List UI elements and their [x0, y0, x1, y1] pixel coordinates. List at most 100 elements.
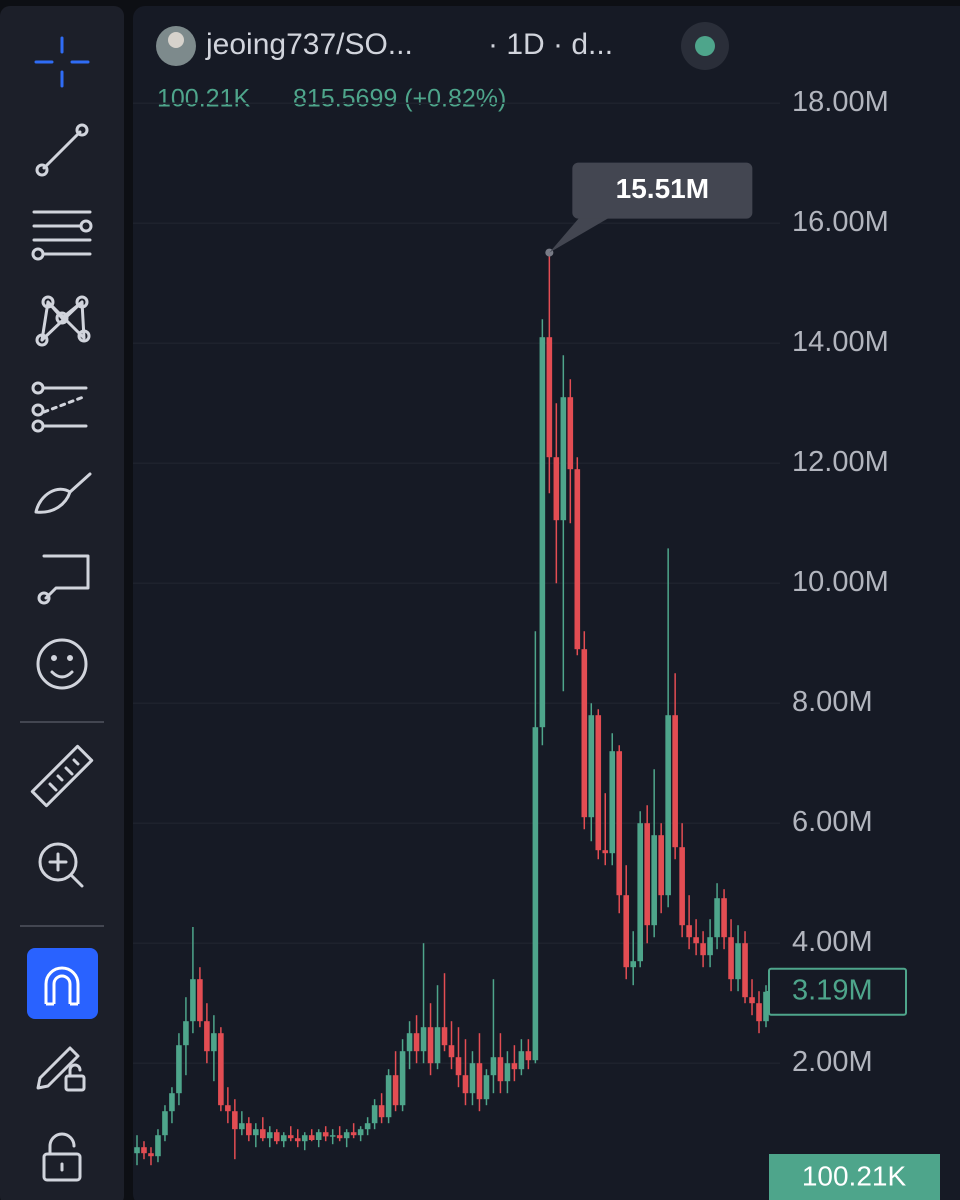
- candle-body: [176, 1045, 182, 1094]
- y-tick-label: 14.00M: [792, 326, 889, 358]
- candle-body: [651, 835, 657, 926]
- candle-body: [490, 1057, 497, 1076]
- chart-panel: [133, 6, 960, 1200]
- candle-body: [665, 715, 671, 896]
- zoom-tool[interactable]: [38, 842, 84, 888]
- candle-body: [735, 943, 741, 980]
- trend-line-tool[interactable]: [35, 123, 89, 177]
- candle-body: [679, 847, 685, 926]
- y-tick-label: 2.00M: [792, 1046, 873, 1078]
- candle-body: [553, 457, 560, 521]
- annotation-label: 15.51M: [616, 173, 709, 204]
- candle-body: [749, 997, 755, 1004]
- candle-body: [350, 1132, 357, 1136]
- text-tool[interactable]: [37, 554, 90, 605]
- candle-body: [483, 1075, 490, 1100]
- forecast-tool[interactable]: [31, 381, 88, 433]
- candle-body: [623, 895, 630, 968]
- candle-body: [253, 1129, 259, 1136]
- brush-tool[interactable]: [34, 472, 92, 514]
- candle-body: [539, 337, 546, 728]
- candle-body: [602, 850, 609, 854]
- candle-body: [399, 1051, 406, 1106]
- candle-body: [560, 397, 567, 521]
- candle-body: [721, 898, 727, 938]
- candle-body: [190, 979, 196, 1022]
- candle-body: [434, 1027, 441, 1064]
- candle-body: [567, 397, 574, 470]
- candle-body: [266, 1132, 273, 1139]
- candle-body: [595, 715, 602, 851]
- y-tick-label: 10.00M: [792, 566, 889, 598]
- candle-body: [315, 1132, 322, 1140]
- candle-body: [476, 1063, 483, 1100]
- candle-body: [148, 1153, 154, 1157]
- candle-body: [406, 1033, 413, 1052]
- candle-body: [183, 1021, 189, 1046]
- candle-body: [700, 943, 706, 956]
- pattern-tool[interactable]: [35, 295, 91, 347]
- candle-body: [169, 1093, 175, 1112]
- candle-body: [273, 1132, 280, 1142]
- unlock-tool[interactable]: [42, 1132, 82, 1182]
- candle-body: [658, 835, 664, 896]
- candle-body: [511, 1063, 518, 1070]
- candle-body: [197, 979, 203, 1022]
- candle-body: [532, 727, 539, 1061]
- candle-body: [294, 1138, 301, 1142]
- candle-body: [525, 1051, 532, 1061]
- candle-body: [211, 1033, 217, 1052]
- candle-body: [497, 1057, 504, 1082]
- candle-body: [756, 1003, 762, 1022]
- candle-body: [504, 1063, 511, 1082]
- candle-body: [378, 1105, 385, 1118]
- candle-body: [392, 1075, 399, 1106]
- interval[interactable]: · 1D · d...: [488, 28, 613, 61]
- candle-body: [630, 961, 637, 968]
- candle-body: [336, 1135, 343, 1139]
- symbol-title[interactable]: jeoing737/SO...: [205, 28, 413, 61]
- change-value: 815.5699 (+0.82%): [293, 85, 506, 113]
- candle-body: [637, 823, 643, 962]
- ruler-tool[interactable]: [30, 744, 94, 808]
- candle-body: [448, 1045, 455, 1058]
- candle-body: [246, 1123, 252, 1136]
- crosshair-tool[interactable]: [34, 36, 90, 88]
- candle-body: [581, 649, 588, 818]
- candle-body: [728, 937, 734, 980]
- y-tick-label: 18.00M: [792, 86, 889, 118]
- candle-body: [546, 337, 553, 458]
- candle-body: [462, 1075, 469, 1094]
- candle-body: [204, 1021, 210, 1052]
- y-tick-label: 4.00M: [792, 926, 873, 958]
- candle-body: [609, 751, 616, 854]
- volume-value: 100.21K: [157, 85, 250, 113]
- grid: [133, 102, 780, 1064]
- candle-body: [364, 1123, 371, 1130]
- lock-drawings-tool[interactable]: [36, 1046, 86, 1092]
- candle-body: [686, 925, 692, 938]
- candle-body: [763, 991, 769, 1022]
- emoji-tool[interactable]: [36, 638, 88, 690]
- candle-body: [232, 1111, 238, 1130]
- candle-body: [260, 1129, 266, 1139]
- candle-body: [644, 823, 650, 926]
- candle-body: [141, 1147, 147, 1154]
- annotation-pointer: [549, 217, 610, 253]
- status-dot: [695, 36, 715, 56]
- candle-body: [427, 1027, 434, 1064]
- y-tick-label: 6.00M: [792, 806, 873, 838]
- candle-body: [322, 1132, 329, 1137]
- y-tick-label: 8.00M: [792, 686, 873, 718]
- volume-axis-label: 100.21K: [802, 1160, 907, 1191]
- magnet-tool[interactable]: [27, 948, 98, 1019]
- candle-body: [280, 1135, 287, 1142]
- plot: [134, 252, 769, 1166]
- candle-body: [693, 937, 699, 944]
- candle-body: [343, 1132, 350, 1139]
- fib-tool[interactable]: [31, 210, 93, 261]
- candle-body: [469, 1063, 476, 1094]
- candle-body: [239, 1123, 245, 1130]
